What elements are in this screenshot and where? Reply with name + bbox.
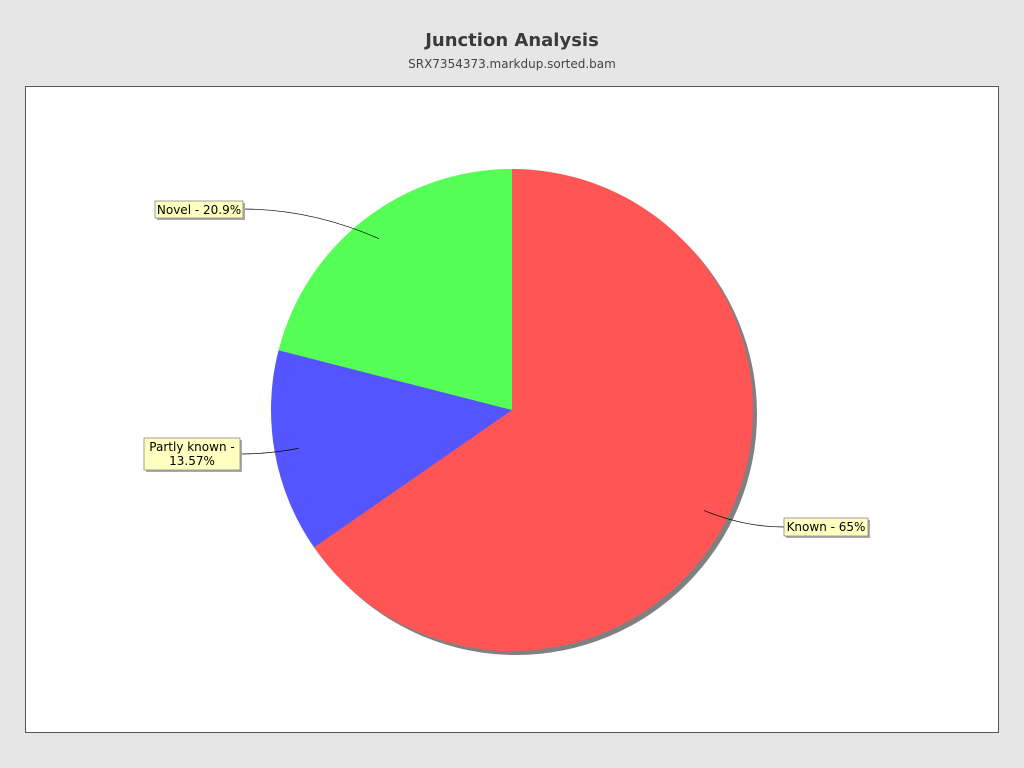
leader-line-0 [704, 510, 785, 528]
slice-label-line: Known - 65% [787, 520, 866, 534]
pie-slice-0 [313, 169, 754, 651]
slice-label-line: 13.57% [169, 454, 215, 468]
leader-line-1 [239, 448, 299, 455]
slice-label-line: Novel - 20.9% [157, 203, 241, 217]
chart-subtitle: SRX7354373.markdup.sorted.bam [408, 57, 616, 71]
slice-label-2: Novel - 20.9% [157, 203, 241, 217]
leader-line-2 [242, 208, 380, 239]
label-box-0 [783, 517, 869, 537]
pie-slice-1 [271, 350, 512, 548]
label-box-2 [154, 200, 244, 219]
slice-label-1: Partly known -13.57% [149, 440, 234, 468]
slice-label-line: Partly known - [149, 440, 234, 454]
slice-label-0: Known - 65% [787, 520, 866, 534]
chart-title: Junction Analysis [425, 30, 599, 51]
label-box-1 [143, 437, 241, 471]
pie-slice-2 [278, 169, 512, 410]
